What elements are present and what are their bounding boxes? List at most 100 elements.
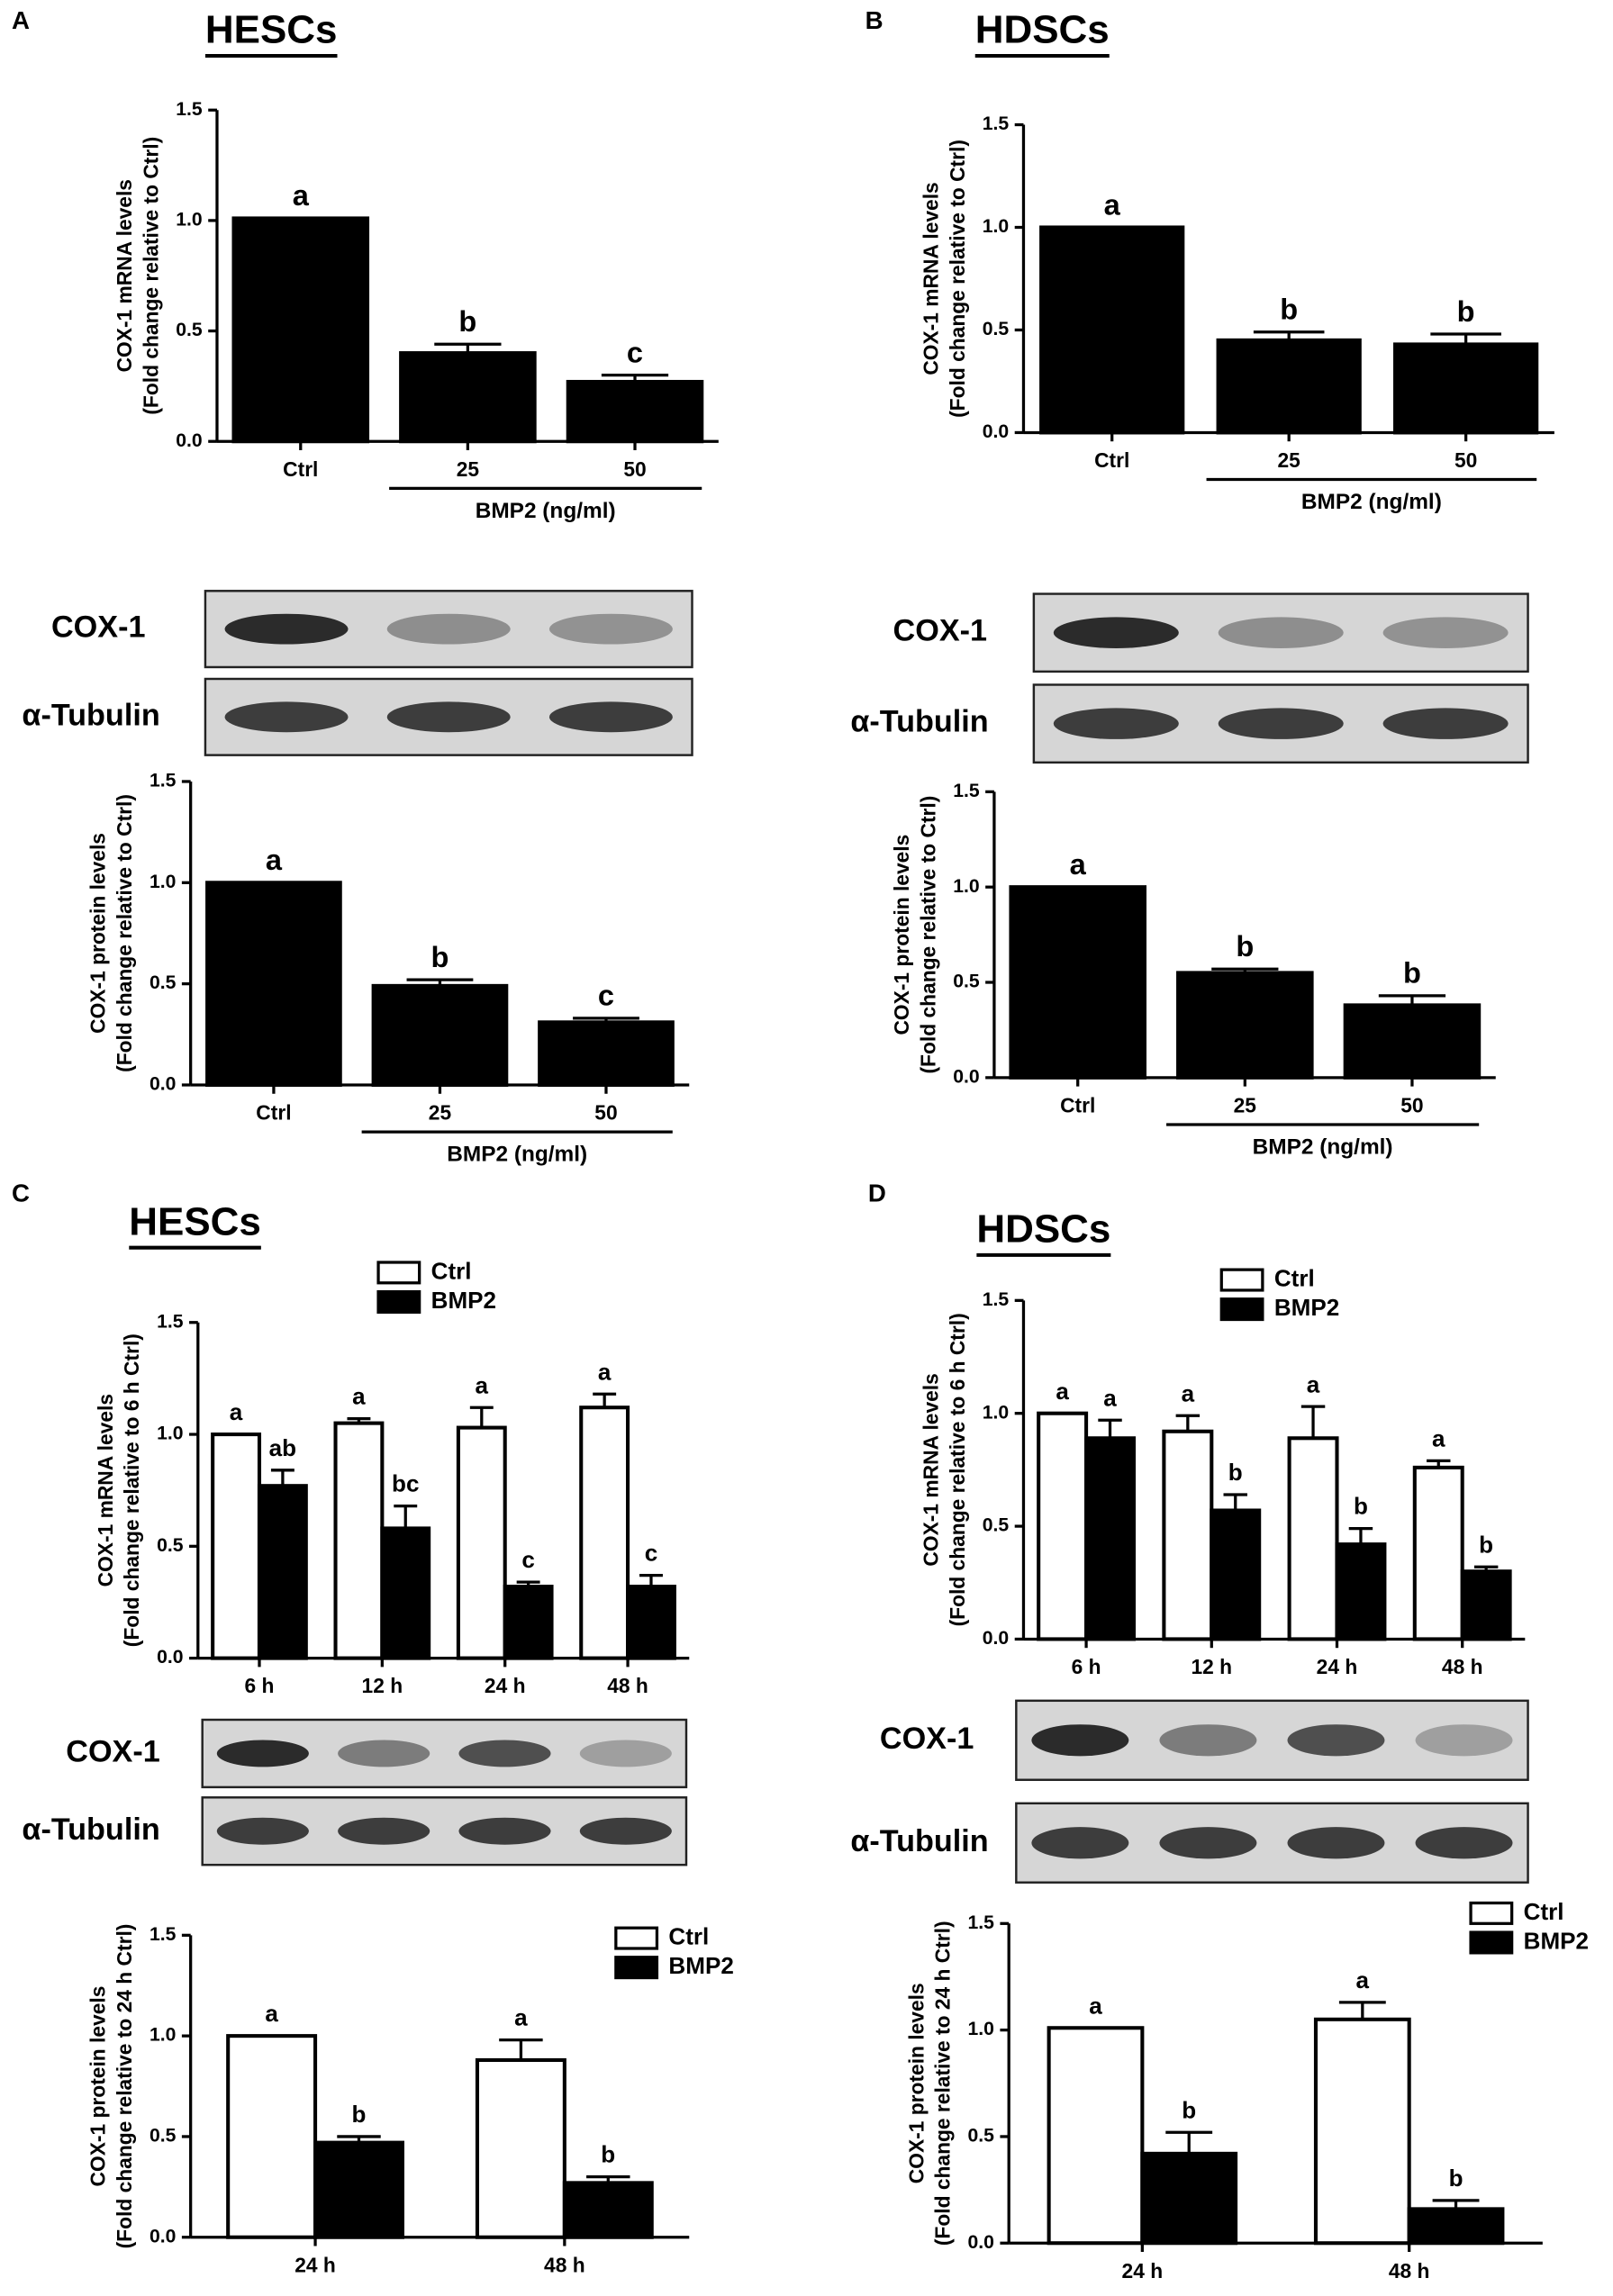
blot-band (1053, 617, 1179, 648)
y-axis-label: (Fold change relative to 24 h Ctrl) (931, 1921, 955, 2246)
panel-title: HESCs (129, 1199, 261, 1243)
y-tick-label: 1.0 (176, 209, 202, 230)
bar (231, 216, 370, 444)
y-tick-label: 1.0 (983, 1402, 1009, 1423)
bar (456, 1425, 507, 1660)
significance-letter: b (1449, 2165, 1463, 2192)
x-tick-label: 48 h (544, 2253, 585, 2276)
blot-label: α-Tubulin (22, 1812, 159, 1847)
x-tick-label: 48 h (607, 1674, 648, 1697)
bar (1343, 1003, 1482, 1080)
bar (1407, 2207, 1505, 2246)
y-tick-label: 0.5 (983, 319, 1010, 339)
legend-swatch (1469, 1901, 1514, 1925)
legend-label: BMP2 (1524, 1927, 1589, 1954)
significance-letter: a (352, 1383, 366, 1410)
legend-swatch (1469, 1930, 1514, 1955)
y-axis-label: (Fold change relative to Ctrl) (139, 137, 162, 415)
blot-band (1159, 1827, 1257, 1859)
significance-letter: c (521, 1546, 535, 1573)
blot-band (1218, 708, 1344, 739)
x-tick-label: 50 (594, 1101, 617, 1125)
bar (1162, 1429, 1214, 1641)
blot-band (1053, 708, 1179, 739)
legend-label: Ctrl (668, 1922, 709, 1949)
blot-band (1382, 708, 1509, 739)
group-label: BMP2 (ng/ml) (447, 1143, 587, 1167)
significance-letter: b (352, 2101, 367, 2128)
legend-label: Ctrl (1524, 1898, 1564, 1925)
significance-letter: b (601, 2141, 615, 2168)
significance-letter: b (1479, 1531, 1493, 1558)
blot-band (579, 1740, 672, 1767)
bar (579, 1406, 630, 1660)
y-tick-label: 1.0 (953, 876, 979, 897)
bar (226, 2034, 318, 2239)
y-tick-label: 1.5 (150, 1924, 177, 1945)
bar (205, 881, 342, 1088)
y-axis-label: COX-1 mRNA levels (94, 1394, 117, 1586)
y-axis-label: COX-1 protein levels (86, 833, 110, 1034)
y-tick-label: 1.5 (983, 113, 1010, 134)
significance-letter: a (1104, 188, 1121, 221)
significance-letter: a (1103, 1384, 1117, 1411)
x-tick-label: 48 h (1389, 2259, 1430, 2282)
significance-letter: a (1089, 1992, 1102, 2019)
blot-band (338, 1817, 430, 1845)
y-axis-label: (Fold change relative to 6 h Ctrl) (120, 1333, 143, 1647)
x-tick-label: Ctrl (283, 457, 318, 481)
y-axis-label: COX-1 mRNA levels (920, 182, 943, 375)
bar (475, 2057, 566, 2239)
y-tick-label: 0.5 (176, 320, 203, 340)
y-tick-label: 0.0 (983, 421, 1009, 442)
y-tick-label: 1.0 (150, 2025, 176, 2046)
blot-band (1031, 1827, 1129, 1859)
bar (538, 1020, 675, 1088)
significance-letter: a (1307, 1370, 1320, 1397)
x-tick-label: 6 h (245, 1674, 275, 1697)
x-tick-label: 25 (457, 457, 480, 481)
significance-letter: c (598, 980, 614, 1012)
bar (1140, 2151, 1238, 2246)
significance-letter: b (1403, 957, 1421, 990)
bar (399, 351, 537, 444)
significance-letter: bc (392, 1470, 419, 1497)
y-tick-label: 0.5 (150, 2126, 177, 2147)
significance-letter: a (266, 844, 283, 876)
significance-letter: a (1056, 1378, 1069, 1405)
significance-letter: a (293, 179, 310, 212)
blot-label: COX-1 (51, 610, 145, 645)
blot-band (458, 1740, 551, 1767)
bar (1039, 225, 1185, 435)
bar (1216, 338, 1362, 435)
panel-label: A (12, 6, 30, 34)
blot-label: α-Tubulin (850, 1824, 988, 1858)
blot-band (458, 1817, 551, 1845)
blot-band (216, 1817, 309, 1845)
legend-swatch (1219, 1297, 1264, 1322)
bar (313, 2140, 404, 2239)
legend-label: BMP2 (668, 1952, 733, 1979)
y-axis-label: COX-1 protein levels (890, 835, 913, 1035)
bar (562, 2181, 654, 2239)
legend-swatch (614, 1956, 659, 1980)
blot-band (338, 1740, 430, 1767)
y-tick-label: 1.5 (983, 1289, 1010, 1310)
blot-label: α-Tubulin (850, 705, 988, 739)
blot-band (216, 1740, 309, 1767)
bar (1210, 1508, 1262, 1641)
y-tick-label: 0.5 (953, 972, 980, 992)
blot-band (386, 701, 511, 733)
significance-letter: a (230, 1398, 243, 1425)
y-axis-label: (Fold change relative to Ctrl) (916, 796, 939, 1074)
y-tick-label: 1.0 (150, 872, 176, 892)
x-tick-label: Ctrl (1060, 1093, 1095, 1116)
bar (333, 1421, 385, 1660)
x-tick-label: 50 (623, 457, 646, 481)
y-tick-label: 0.0 (953, 1066, 979, 1087)
significance-letter: b (1280, 294, 1298, 326)
y-tick-label: 1.0 (983, 216, 1009, 237)
panel-label: D (868, 1179, 886, 1207)
x-tick-label: Ctrl (256, 1101, 291, 1125)
